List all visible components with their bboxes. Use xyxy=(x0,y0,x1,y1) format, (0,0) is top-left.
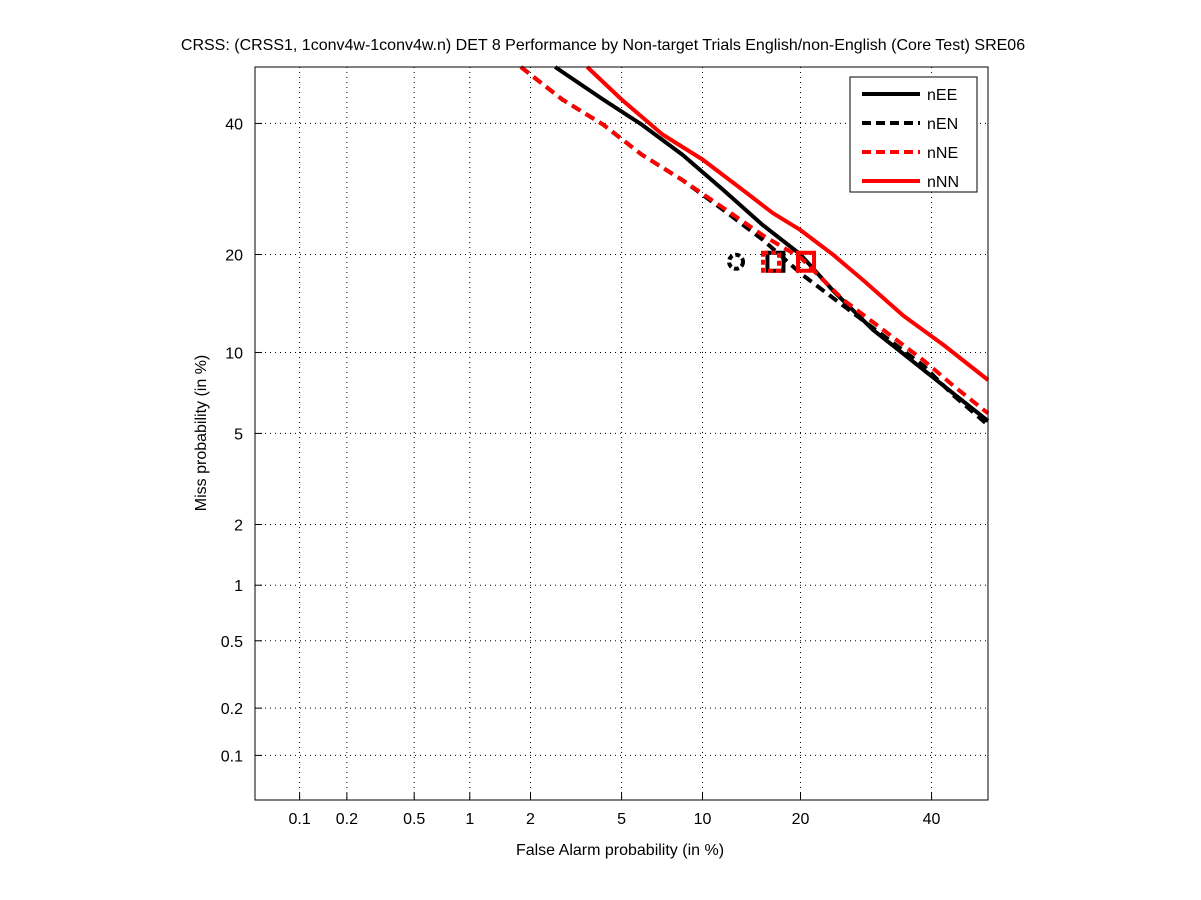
series-line-nNN xyxy=(585,65,990,382)
series-line-nEE xyxy=(553,65,990,423)
x-tick-label: 40 xyxy=(923,811,941,828)
legend-label-nEE: nEE xyxy=(927,87,957,104)
x-tick-label: 0.2 xyxy=(336,811,358,828)
x-tick-label: 0.1 xyxy=(288,811,310,828)
x-tick-label: 1 xyxy=(465,811,474,828)
x-tick-label: 10 xyxy=(694,811,712,828)
y-tick-label: 0.5 xyxy=(221,634,243,651)
legend-label-nEN: nEN xyxy=(927,116,958,133)
legend-label-nNE: nNE xyxy=(927,145,958,162)
x-axis-label: False Alarm probability (in %) xyxy=(516,842,724,859)
chart-title: CRSS: (CRSS1, 1conv4w-1conv4w.n) DET 8 P… xyxy=(181,37,1025,54)
y-tick-label: 40 xyxy=(225,116,243,133)
y-tick-label: 2 xyxy=(234,517,243,534)
y-tick-label: 0.2 xyxy=(221,701,243,718)
marker-nEN xyxy=(727,252,746,271)
y-tick-label: 0.1 xyxy=(221,748,243,765)
y-axis-label: Miss probability (in %) xyxy=(193,355,210,511)
x-tick-label: 2 xyxy=(526,811,535,828)
legend: nEE nEN nNE nNN xyxy=(849,76,978,193)
series-group xyxy=(519,65,990,427)
y-tick-label: 20 xyxy=(225,247,243,264)
legend-box xyxy=(849,76,978,193)
legend-label-nNN: nNN xyxy=(927,174,959,191)
marker-nNE xyxy=(761,250,782,273)
x-tick-label: 5 xyxy=(617,811,626,828)
marker-nNN xyxy=(796,250,817,273)
grid xyxy=(255,67,988,800)
x-tick-label: 20 xyxy=(792,811,810,828)
y-tick-label: 1 xyxy=(234,578,243,595)
y-tick-label: 5 xyxy=(234,426,243,443)
ticks: 0.1 0.2 0.5 1 2 5 10 20 40 0.1 0.2 0.5 1 2 5 10 20 40 xyxy=(221,116,941,828)
series-line-nNE xyxy=(519,65,990,415)
y-tick-label: 10 xyxy=(225,345,243,362)
x-tick-label: 0.5 xyxy=(403,811,425,828)
